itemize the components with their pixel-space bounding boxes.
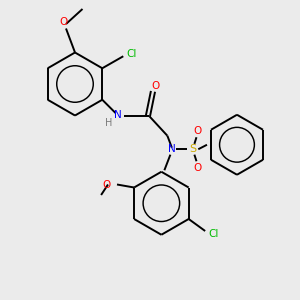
Text: S: S <box>189 144 197 154</box>
Text: O: O <box>193 163 202 173</box>
Text: O: O <box>60 17 68 27</box>
Text: Cl: Cl <box>127 49 137 59</box>
Text: H: H <box>105 118 112 128</box>
Text: N: N <box>114 110 122 120</box>
Text: O: O <box>151 81 159 91</box>
Text: O: O <box>193 126 202 136</box>
Text: N: N <box>168 144 176 154</box>
Text: O: O <box>103 179 111 190</box>
Text: Cl: Cl <box>208 229 219 239</box>
